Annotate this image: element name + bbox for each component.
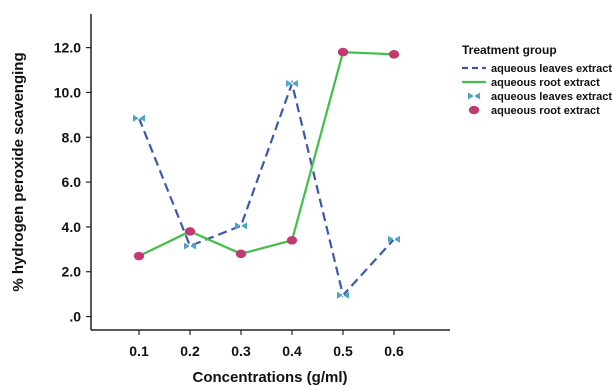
legend-label: aqueous leaves extract <box>491 63 612 75</box>
y-ticks: .0 2.0 4.0 6.0 8.0 10.0 12.0 <box>54 40 91 325</box>
legend: Treatment group aqueous leaves extractaq… <box>462 43 612 117</box>
y-tick-label: 10.0 <box>54 84 81 100</box>
y-tick-label: 4.0 <box>62 219 82 235</box>
y-tick-label: .0 <box>69 309 81 325</box>
y-tick-label: 8.0 <box>62 129 82 145</box>
x-tick-label: 0.4 <box>282 343 302 359</box>
series-line-2 <box>138 50 395 258</box>
data-point-leaves <box>133 114 145 122</box>
axes <box>90 14 450 331</box>
series-markers <box>133 47 400 299</box>
x-tick-label: 0.5 <box>333 343 353 359</box>
series-line-1 <box>137 79 395 298</box>
series-lines <box>137 50 395 298</box>
data-point-leaves <box>286 79 298 87</box>
data-point-leaves <box>388 235 400 243</box>
data-point-root <box>388 50 400 59</box>
y-tick-label: 6.0 <box>62 174 82 190</box>
x-tick-label: 0.6 <box>384 343 404 359</box>
data-point-root <box>235 249 247 259</box>
y-axis-title: % hydrogen peroxide scavenging <box>10 52 27 291</box>
y-tick-label: 2.0 <box>62 264 82 280</box>
legend-marker-swatch <box>468 92 480 100</box>
legend-marker-swatch <box>468 105 480 115</box>
legend-label: aqueous root extract <box>491 105 600 117</box>
data-point-leaves <box>184 242 196 250</box>
x-tick-label: 0.1 <box>129 343 149 359</box>
data-point-root <box>286 236 298 245</box>
legend-items: aqueous leaves extract aqueous root extra… <box>462 63 612 117</box>
x-axis-title: Concentrations (g/ml) <box>192 369 347 386</box>
x-ticks: 0.1 0.2 0.3 0.4 0.5 0.6 <box>129 330 404 359</box>
legend-title: Treatment group <box>462 43 557 57</box>
data-point-root <box>184 227 196 236</box>
legend-label: aqueous root extract <box>491 77 600 89</box>
y-tick-label: 12.0 <box>54 40 81 56</box>
x-tick-label: 0.2 <box>180 343 200 359</box>
data-point-root <box>337 47 349 57</box>
data-point-leaves <box>235 222 247 230</box>
data-point-root <box>133 251 145 261</box>
data-point-leaves <box>337 291 349 299</box>
x-tick-label: 0.3 <box>231 343 251 359</box>
legend-label: aqueous leaves extract <box>491 91 612 103</box>
